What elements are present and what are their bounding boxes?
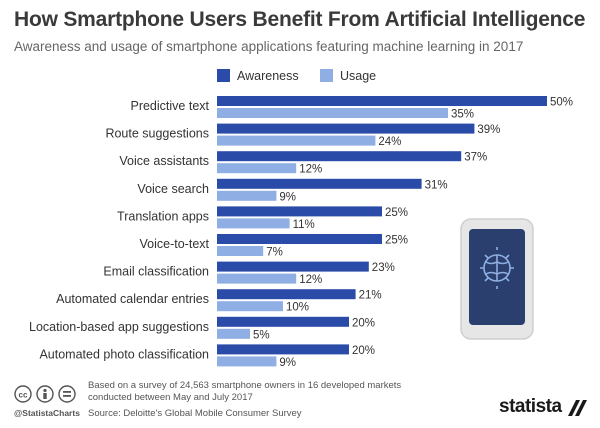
value-label-awareness: 25% — [385, 207, 408, 219]
license-icons: cc — [14, 385, 76, 403]
bar-awareness — [217, 261, 369, 272]
value-label-awareness: 37% — [464, 152, 487, 164]
survey-note: Based on a survey of 24,563 smartphone o… — [88, 380, 402, 403]
category-label: Automated photo classification — [39, 347, 209, 361]
value-label-awareness: 25% — [385, 235, 408, 247]
value-label-awareness: 21% — [359, 290, 382, 302]
legend-swatch-awareness — [217, 69, 230, 82]
statista-handle: @StatistaCharts — [14, 408, 80, 418]
category-label: Predictive text — [130, 99, 209, 113]
category-label: Automated calendar entries — [56, 292, 209, 306]
value-label-awareness: 31% — [425, 179, 448, 191]
bar-usage — [217, 356, 277, 367]
value-label-awareness: 20% — [352, 345, 375, 357]
source-note: Source: Deloitte's Global Mobile Consume… — [88, 408, 302, 419]
chart-title: How Smartphone Users Benefit From Artifi… — [14, 8, 586, 31]
category-label: Voice assistants — [119, 154, 209, 168]
value-label-usage: 7% — [266, 247, 283, 259]
value-label-usage: 24% — [378, 136, 401, 148]
value-label-usage: 10% — [286, 302, 309, 314]
category-label: Email classification — [103, 265, 209, 279]
value-label-awareness: 50% — [550, 97, 573, 109]
value-label-usage: 12% — [299, 274, 322, 286]
bar-usage — [217, 328, 250, 339]
no-derivatives-icon — [58, 385, 76, 403]
value-label-usage: 35% — [451, 109, 474, 121]
bar-usage — [217, 218, 290, 229]
bar-awareness — [217, 96, 547, 106]
category-label: Translation apps — [117, 209, 209, 223]
bar-usage — [217, 190, 277, 201]
attribution-icon — [36, 385, 54, 403]
bar-usage — [217, 135, 376, 146]
legend: Awareness Usage — [217, 69, 376, 83]
value-label-usage: 9% — [279, 357, 296, 369]
value-label-usage: 12% — [299, 164, 322, 176]
value-label-awareness: 23% — [372, 262, 395, 274]
statista-logo-icon — [568, 400, 587, 416]
bar-usage — [217, 273, 297, 284]
bars: Predictive text 50% 35% Route suggestions 39… — [29, 96, 573, 369]
bar-awareness — [217, 344, 349, 355]
bar-chart: Awareness Usage Predictive text 50% 35% Rout… — [29, 69, 573, 369]
smartphone-icon — [460, 218, 534, 340]
category-label: Voice-to-text — [140, 237, 210, 251]
svg-text:cc: cc — [19, 391, 28, 400]
value-label-awareness: 20% — [352, 317, 375, 329]
category-label: Location-based app suggestions — [29, 320, 209, 334]
bar-awareness — [217, 206, 382, 217]
legend-label-usage: Usage — [340, 69, 376, 83]
bar-awareness — [217, 234, 382, 244]
bar-awareness — [217, 289, 356, 300]
bar-usage — [217, 108, 448, 118]
value-label-usage: 5% — [253, 329, 270, 341]
chart-subtitle: Awareness and usage of smartphone applic… — [14, 39, 524, 54]
legend-label-awareness: Awareness — [237, 69, 299, 83]
category-label: Route suggestions — [105, 127, 209, 141]
bar-usage — [217, 163, 297, 174]
bar-awareness — [217, 123, 475, 134]
bar-awareness — [217, 151, 462, 162]
cc-icon: cc — [14, 385, 32, 403]
statista-logo[interactable]: statista — [499, 396, 562, 417]
value-label-usage: 11% — [293, 219, 315, 231]
brain-icon — [480, 247, 514, 289]
value-label-awareness: 39% — [477, 124, 500, 136]
value-label-usage: 9% — [279, 191, 296, 203]
bar-awareness — [217, 316, 349, 327]
bar-usage — [217, 301, 283, 312]
bar-awareness — [217, 178, 422, 189]
legend-swatch-usage — [320, 69, 333, 82]
bar-usage — [217, 246, 264, 256]
category-label: Voice search — [137, 182, 209, 196]
